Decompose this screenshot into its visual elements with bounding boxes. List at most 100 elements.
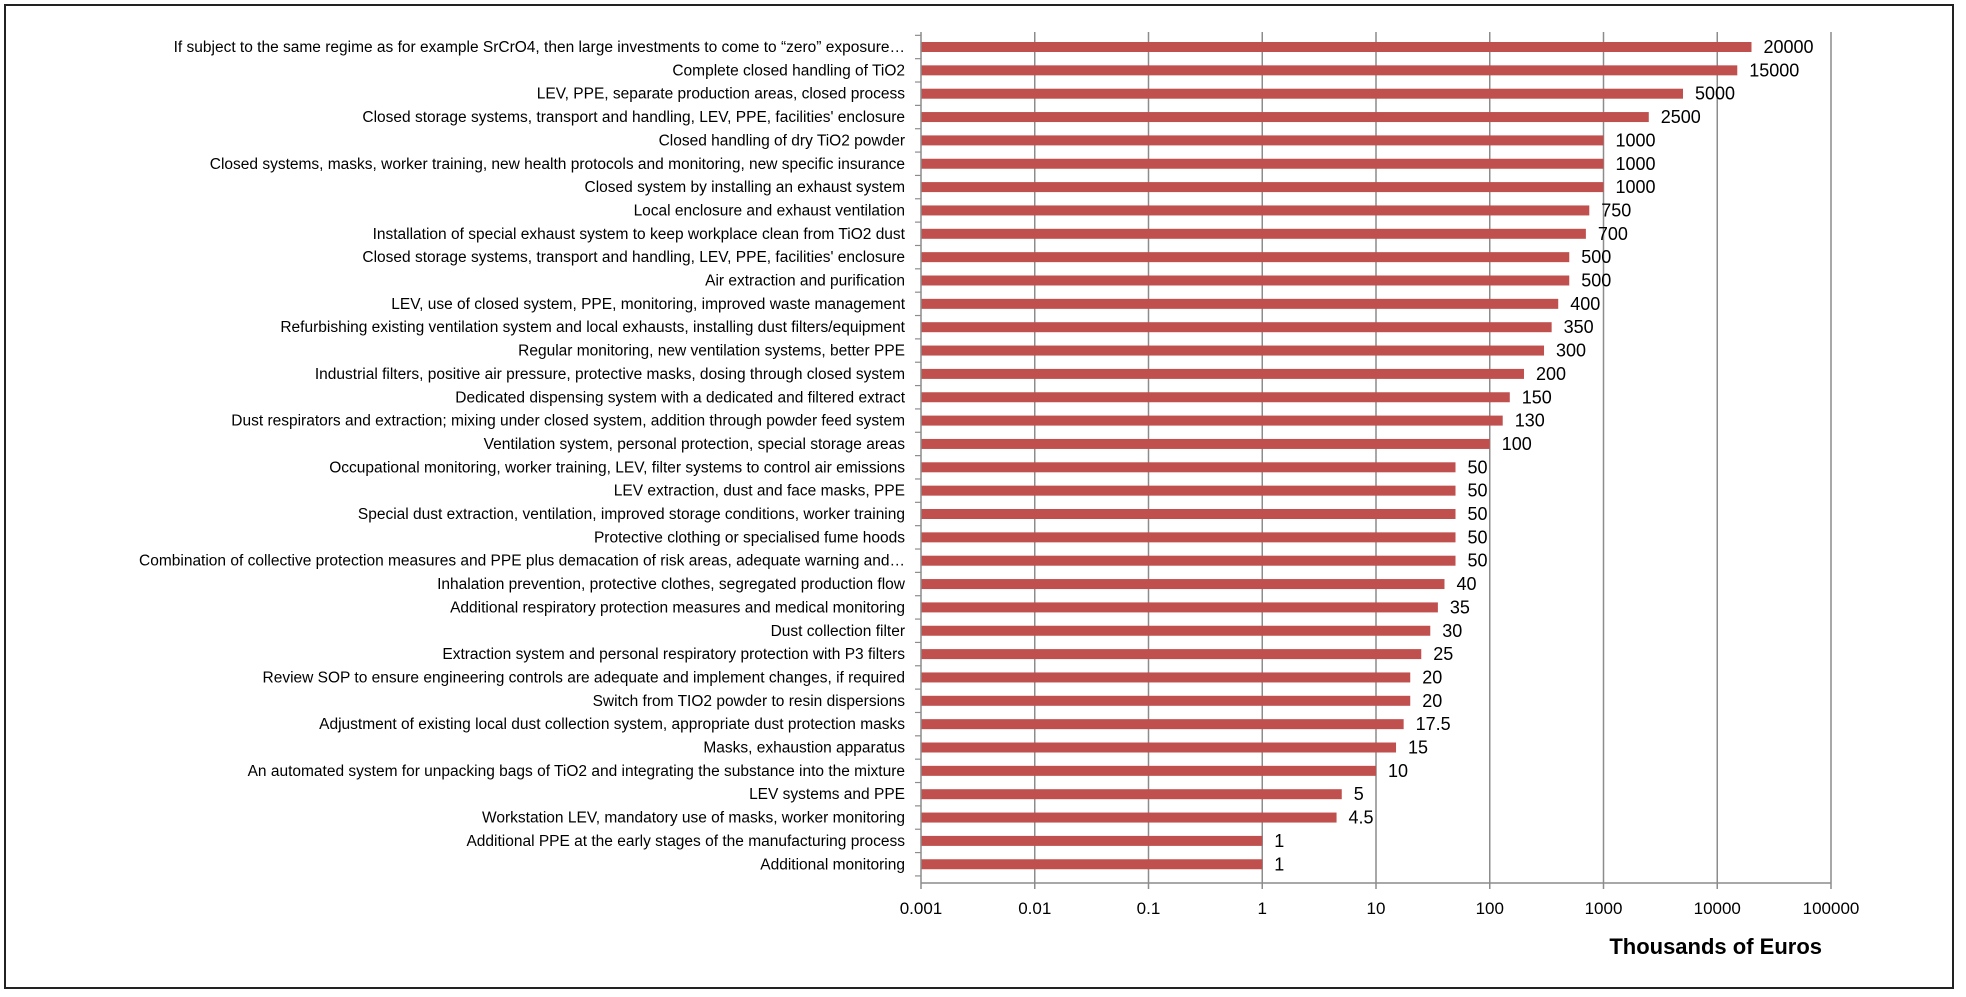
data-label: 50 xyxy=(1468,481,1488,501)
category-label: Installation of special exhaust system t… xyxy=(373,226,906,243)
bar xyxy=(921,602,1438,613)
data-label: 350 xyxy=(1564,317,1594,337)
category-labels: If subject to the same regime as for exa… xyxy=(139,39,906,873)
category-label: Complete closed handling of TiO2 xyxy=(672,62,905,79)
data-label: 20 xyxy=(1422,691,1442,711)
data-label: 100 xyxy=(1502,434,1532,454)
category-label: LEV extraction, dust and face masks, PPE xyxy=(614,483,905,500)
bar xyxy=(921,672,1411,683)
bar xyxy=(921,438,1490,449)
bar xyxy=(921,182,1604,193)
bar xyxy=(921,485,1456,496)
data-label: 5 xyxy=(1354,784,1364,804)
axes xyxy=(915,32,1832,889)
x-tick-label: 10 xyxy=(1367,899,1386,918)
data-label: 2500 xyxy=(1661,107,1701,127)
data-label: 17.5 xyxy=(1416,714,1451,734)
category-label: Workstation LEV, mandatory use of masks,… xyxy=(482,810,905,827)
x-tick-label: 0.001 xyxy=(900,899,943,918)
bar xyxy=(921,812,1337,823)
data-label: 1 xyxy=(1274,854,1284,874)
value-labels: 2000015000500025001000100010007507005005… xyxy=(1274,37,1813,874)
x-tick-label: 100 xyxy=(1476,899,1504,918)
category-label: Dedicated dispensing system with a dedic… xyxy=(455,389,905,406)
bar xyxy=(921,649,1422,660)
x-axis-title: Thousands of Euros xyxy=(1609,934,1822,959)
category-label: Closed storage systems, transport and ha… xyxy=(362,249,905,266)
data-label: 300 xyxy=(1556,341,1586,361)
bar xyxy=(921,835,1263,846)
bar xyxy=(921,462,1456,473)
data-label: 50 xyxy=(1468,551,1488,571)
category-label: Masks, exhaustion apparatus xyxy=(703,740,905,757)
data-label: 20 xyxy=(1422,667,1442,687)
data-label: 25 xyxy=(1433,644,1453,664)
x-tick-label: 1 xyxy=(1258,899,1267,918)
bar xyxy=(921,275,1570,286)
data-label: 50 xyxy=(1468,504,1488,524)
x-tick-label: 0.1 xyxy=(1137,899,1161,918)
category-label: LEV systems and PPE xyxy=(749,786,905,803)
category-label: Switch from TIO2 powder to resin dispers… xyxy=(593,693,906,710)
data-label: 35 xyxy=(1450,597,1470,617)
data-label: 15 xyxy=(1408,738,1428,758)
bar xyxy=(921,579,1445,590)
category-label: Dust respirators and extraction; mixing … xyxy=(231,413,905,430)
category-label: Inhalation prevention, protective clothe… xyxy=(437,576,906,593)
x-tick-label: 1000 xyxy=(1585,899,1623,918)
bar xyxy=(921,42,1752,52)
bars xyxy=(921,42,1752,870)
category-label: Combination of collective protection mea… xyxy=(139,553,905,570)
category-label: Closed storage systems, transport and ha… xyxy=(362,109,905,126)
bar xyxy=(921,415,1503,426)
bar xyxy=(921,742,1397,753)
category-label: Dust collection filter xyxy=(771,623,905,640)
category-label: LEV, use of closed system, PPE, monitori… xyxy=(391,296,905,313)
bar xyxy=(921,555,1456,566)
data-label: 700 xyxy=(1598,224,1628,244)
data-label: 40 xyxy=(1456,574,1476,594)
bar xyxy=(921,368,1524,379)
category-label: Review SOP to ensure engineering control… xyxy=(263,669,906,686)
category-label: Adjustment of existing local dust collec… xyxy=(319,716,905,733)
category-label: Closed handling of dry TiO2 powder xyxy=(659,132,905,149)
x-tick-label: 10000 xyxy=(1694,899,1741,918)
category-label: Air extraction and purification xyxy=(705,273,905,290)
category-label: Industrial filters, positive air pressur… xyxy=(315,366,905,383)
category-label: Additional monitoring xyxy=(760,856,905,873)
category-label: Special dust extraction, ventilation, im… xyxy=(358,506,905,523)
bar xyxy=(921,112,1649,123)
bar xyxy=(921,158,1604,169)
bar xyxy=(921,228,1586,239)
bar xyxy=(921,509,1456,519)
data-label: 1000 xyxy=(1616,130,1656,150)
category-label: Occupational monitoring, worker training… xyxy=(329,459,905,476)
data-label: 50 xyxy=(1468,457,1488,477)
category-label: Local enclosure and exhaust ventilation xyxy=(634,202,905,219)
category-label: Regular monitoring, new ventilation syst… xyxy=(518,343,905,360)
bar xyxy=(921,765,1376,776)
x-tick-label: 0.01 xyxy=(1018,899,1051,918)
data-label: 1000 xyxy=(1616,154,1656,174)
data-label: 400 xyxy=(1570,294,1600,314)
bar xyxy=(921,205,1590,216)
category-label: An automated system for unpacking bags o… xyxy=(248,763,905,780)
category-label: Protective clothing or specialised fume … xyxy=(594,529,905,546)
data-label: 500 xyxy=(1581,247,1611,267)
bar xyxy=(921,532,1456,543)
data-label: 200 xyxy=(1536,364,1566,384)
data-label: 4.5 xyxy=(1349,808,1374,828)
bar xyxy=(921,88,1684,99)
bar xyxy=(921,322,1552,333)
category-label: Extraction system and personal respirato… xyxy=(442,646,905,663)
data-label: 500 xyxy=(1581,271,1611,291)
bar xyxy=(921,392,1510,403)
data-label: 130 xyxy=(1515,411,1545,431)
bar xyxy=(921,65,1738,76)
x-tick-labels: 0.001 0.01 0.1 1 10 100 1000 10000 100000 xyxy=(900,899,1860,918)
category-label: Ventilation system, personal protection,… xyxy=(484,436,906,453)
category-label: Additional respiratory protection measur… xyxy=(450,599,905,616)
bar xyxy=(921,859,1263,870)
x-tick-label: 100000 xyxy=(1803,899,1860,918)
